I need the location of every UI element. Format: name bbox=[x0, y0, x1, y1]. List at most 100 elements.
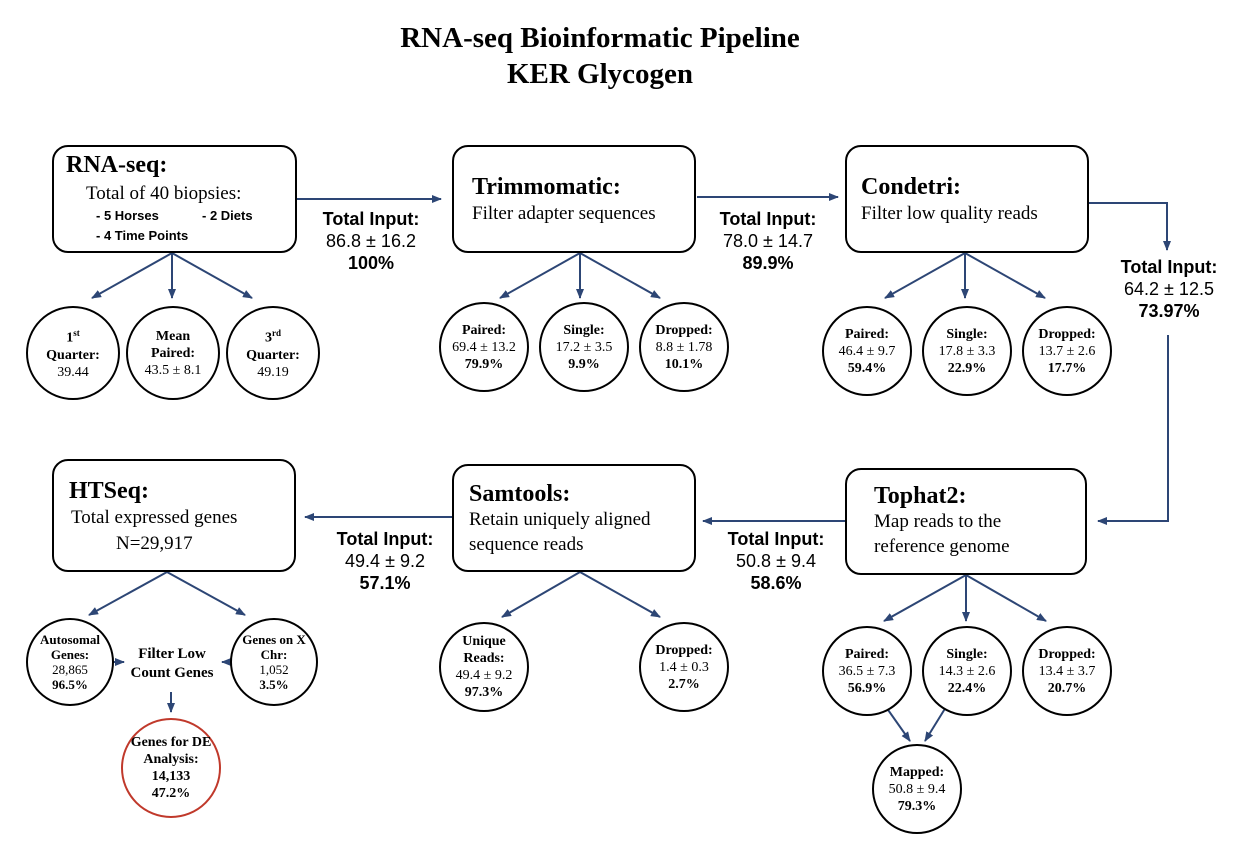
tophat-single-label: Single: bbox=[946, 646, 988, 662]
tophat-paired-pct: 56.9% bbox=[847, 680, 887, 696]
third-quarter-label: 3rd Quarter: bbox=[246, 328, 300, 363]
total-input-1-value: 86.8 ± 16.2 bbox=[326, 231, 416, 251]
arrow-condetri-to-input bbox=[1089, 202, 1171, 251]
mean-paired-circle: Mean Paired: 43.5 ± 8.1 bbox=[126, 306, 220, 400]
condetri-title: Condetri: bbox=[861, 174, 961, 200]
tophat-dropped-pct: 20.7% bbox=[1047, 680, 1087, 696]
trimmomatic-dropped-value: 8.8 ± 1.78 bbox=[655, 339, 713, 355]
total-input-3-pct: 73.97% bbox=[1138, 301, 1200, 321]
total-input-2-label: Total Input: bbox=[719, 209, 817, 229]
de-analysis-value: 14,133 bbox=[151, 769, 191, 784]
trimmomatic-single-label: Single: bbox=[563, 322, 605, 338]
samtools-unique-circle: Unique Reads: 49.4 ± 9.2 97.3% bbox=[439, 622, 529, 712]
total-input-2: Total Input: 78.0 ± 14.7 89.9% bbox=[697, 208, 839, 274]
htseq-text-1: Total expressed genes bbox=[71, 507, 238, 528]
genes-x-chr-pct: 3.5% bbox=[259, 677, 289, 692]
total-input-2-value: 78.0 ± 14.7 bbox=[723, 231, 813, 251]
diagram-title-line2: KER Glycogen bbox=[506, 58, 694, 90]
autosomal-genes-label: Autosomal Genes: bbox=[40, 632, 100, 662]
tophat-mapped-label: Mapped: bbox=[889, 764, 945, 780]
total-input-5: Total Input: 49.4 ± 9.2 57.1% bbox=[314, 528, 456, 594]
tophat-single-circle: Single: 14.3 ± 2.6 22.4% bbox=[922, 626, 1012, 716]
condetri-paired-circle: Paired: 46.4 ± 9.7 59.4% bbox=[822, 306, 912, 396]
trimmomatic-single-pct: 9.9% bbox=[568, 356, 600, 372]
condetri-paired-label: Paired: bbox=[844, 326, 890, 342]
samtools-title: Samtools: bbox=[469, 481, 571, 507]
trimmomatic-dropped-label: Dropped: bbox=[655, 322, 713, 338]
autosomal-genes-circle: Autosomal Genes: 28,865 96.5% bbox=[26, 618, 114, 706]
condetri-dropped-pct: 17.7% bbox=[1047, 360, 1087, 376]
rnaseq-bullet-horses: - 5 Horses bbox=[96, 208, 159, 223]
total-input-4-pct: 58.6% bbox=[750, 573, 802, 593]
tophat-dropped-value: 13.4 ± 3.7 bbox=[1038, 663, 1096, 679]
rnaseq-box: RNA-seq: Total of 40 biopsies: - 5 Horse… bbox=[52, 145, 297, 253]
mean-paired-value: 43.5 ± 8.1 bbox=[144, 362, 202, 378]
samtools-dropped-circle: Dropped: 1.4 ± 0.3 2.7% bbox=[639, 622, 729, 712]
samtools-text-1: Retain uniquely aligned bbox=[469, 509, 651, 530]
tophat-box: Tophat2: Map reads to the reference geno… bbox=[845, 468, 1087, 575]
tophat-paired-circle: Paired: 36.5 ± 7.3 56.9% bbox=[822, 626, 912, 716]
htseq-text-2: N=29,917 bbox=[116, 533, 193, 554]
genes-x-chr-value: 1,052 bbox=[259, 662, 289, 677]
samtools-text-2: sequence reads bbox=[469, 534, 584, 555]
total-input-3-label: Total Input: bbox=[1120, 257, 1218, 277]
condetri-text: Filter low quality reads bbox=[861, 203, 1038, 224]
trimmomatic-paired-circle: Paired: 69.4 ± 13.2 79.9% bbox=[439, 302, 529, 392]
tophat-mapped-value: 50.8 ± 9.4 bbox=[888, 781, 946, 797]
tophat-mapped-circle: Mapped: 50.8 ± 9.4 79.3% bbox=[872, 744, 962, 834]
genes-x-chr-label: Genes on X Chr: bbox=[242, 632, 306, 662]
trimmomatic-single-value: 17.2 ± 3.5 bbox=[555, 339, 613, 355]
condetri-single-pct: 22.9% bbox=[947, 360, 987, 376]
condetri-single-value: 17.8 ± 3.3 bbox=[938, 343, 996, 359]
de-analysis-circle: Genes for DE Analysis: 14,133 47.2% bbox=[121, 718, 221, 818]
condetri-single-circle: Single: 17.8 ± 3.3 22.9% bbox=[922, 306, 1012, 396]
third-quarter-value: 49.19 bbox=[257, 364, 289, 380]
total-input-4: Total Input: 50.8 ± 9.4 58.6% bbox=[705, 528, 847, 594]
total-input-1-pct: 100% bbox=[347, 253, 395, 273]
samtools-box: Samtools: Retain uniquely aligned sequen… bbox=[452, 464, 696, 572]
tophat-paired-value: 36.5 ± 7.3 bbox=[838, 663, 896, 679]
samtools-dropped-label: Dropped: bbox=[655, 642, 713, 658]
condetri-box: Condetri: Filter low quality reads bbox=[845, 145, 1089, 253]
trimmomatic-title: Trimmomatic: bbox=[472, 174, 621, 200]
tophat-dropped-label: Dropped: bbox=[1038, 646, 1096, 662]
condetri-single-label: Single: bbox=[946, 326, 988, 342]
tophat-paired-label: Paired: bbox=[844, 646, 890, 662]
tophat-text-2: reference genome bbox=[874, 536, 1010, 557]
total-input-4-value: 50.8 ± 9.4 bbox=[736, 551, 816, 571]
tophat-dropped-circle: Dropped: 13.4 ± 3.7 20.7% bbox=[1022, 626, 1112, 716]
trimmomatic-box: Trimmomatic: Filter adapter sequences bbox=[452, 145, 696, 253]
samtools-unique-pct: 97.3% bbox=[464, 685, 504, 700]
condetri-paired-value: 46.4 ± 9.7 bbox=[838, 343, 896, 359]
third-quarter-circle: 3rd Quarter: 49.19 bbox=[226, 306, 320, 400]
total-input-1-label: Total Input: bbox=[322, 209, 420, 229]
genes-x-chr-circle: Genes on X Chr: 1,052 3.5% bbox=[230, 618, 318, 706]
total-input-5-pct: 57.1% bbox=[359, 573, 411, 593]
tophat-single-pct: 22.4% bbox=[947, 680, 987, 696]
rnaseq-title: RNA-seq: bbox=[66, 152, 168, 178]
mean-paired-label: Mean Paired: bbox=[150, 328, 196, 361]
htseq-box: HTSeq: Total expressed genes N=29,917 bbox=[52, 459, 296, 572]
autosomal-genes-pct: 96.5% bbox=[52, 677, 88, 692]
de-analysis-pct: 47.2% bbox=[151, 786, 191, 801]
total-input-3: Total Input: 64.2 ± 12.5 73.97% bbox=[1096, 256, 1242, 322]
tophat-single-value: 14.3 ± 2.6 bbox=[938, 663, 996, 679]
trimmomatic-dropped-pct: 10.1% bbox=[664, 356, 704, 372]
trimmomatic-text: Filter adapter sequences bbox=[472, 203, 656, 224]
rnaseq-subtitle: Total of 40 biopsies: bbox=[86, 183, 242, 204]
htseq-title: HTSeq: bbox=[69, 478, 150, 504]
filter-low-count-genes: Filter Low Count Genes bbox=[130, 646, 214, 681]
trimmomatic-dropped-circle: Dropped: 8.8 ± 1.78 10.1% bbox=[639, 302, 729, 392]
first-quarter-circle: 1st Quarter: 39.44 bbox=[26, 306, 120, 400]
diagram-title-line1: RNA-seq Bioinformatic Pipeline bbox=[400, 22, 800, 54]
samtools-dropped-value: 1.4 ± 0.3 bbox=[659, 659, 709, 675]
samtools-unique-label: Unique Reads: bbox=[462, 634, 506, 666]
tophat-title: Tophat2: bbox=[874, 483, 967, 509]
tophat-text-1: Map reads to the bbox=[874, 511, 1002, 532]
tophat-mapped-pct: 79.3% bbox=[897, 798, 937, 814]
condetri-dropped-circle: Dropped: 13.7 ± 2.6 17.7% bbox=[1022, 306, 1112, 396]
total-input-4-label: Total Input: bbox=[727, 529, 825, 549]
autosomal-genes-value: 28,865 bbox=[52, 662, 88, 677]
condetri-dropped-label: Dropped: bbox=[1038, 326, 1096, 342]
